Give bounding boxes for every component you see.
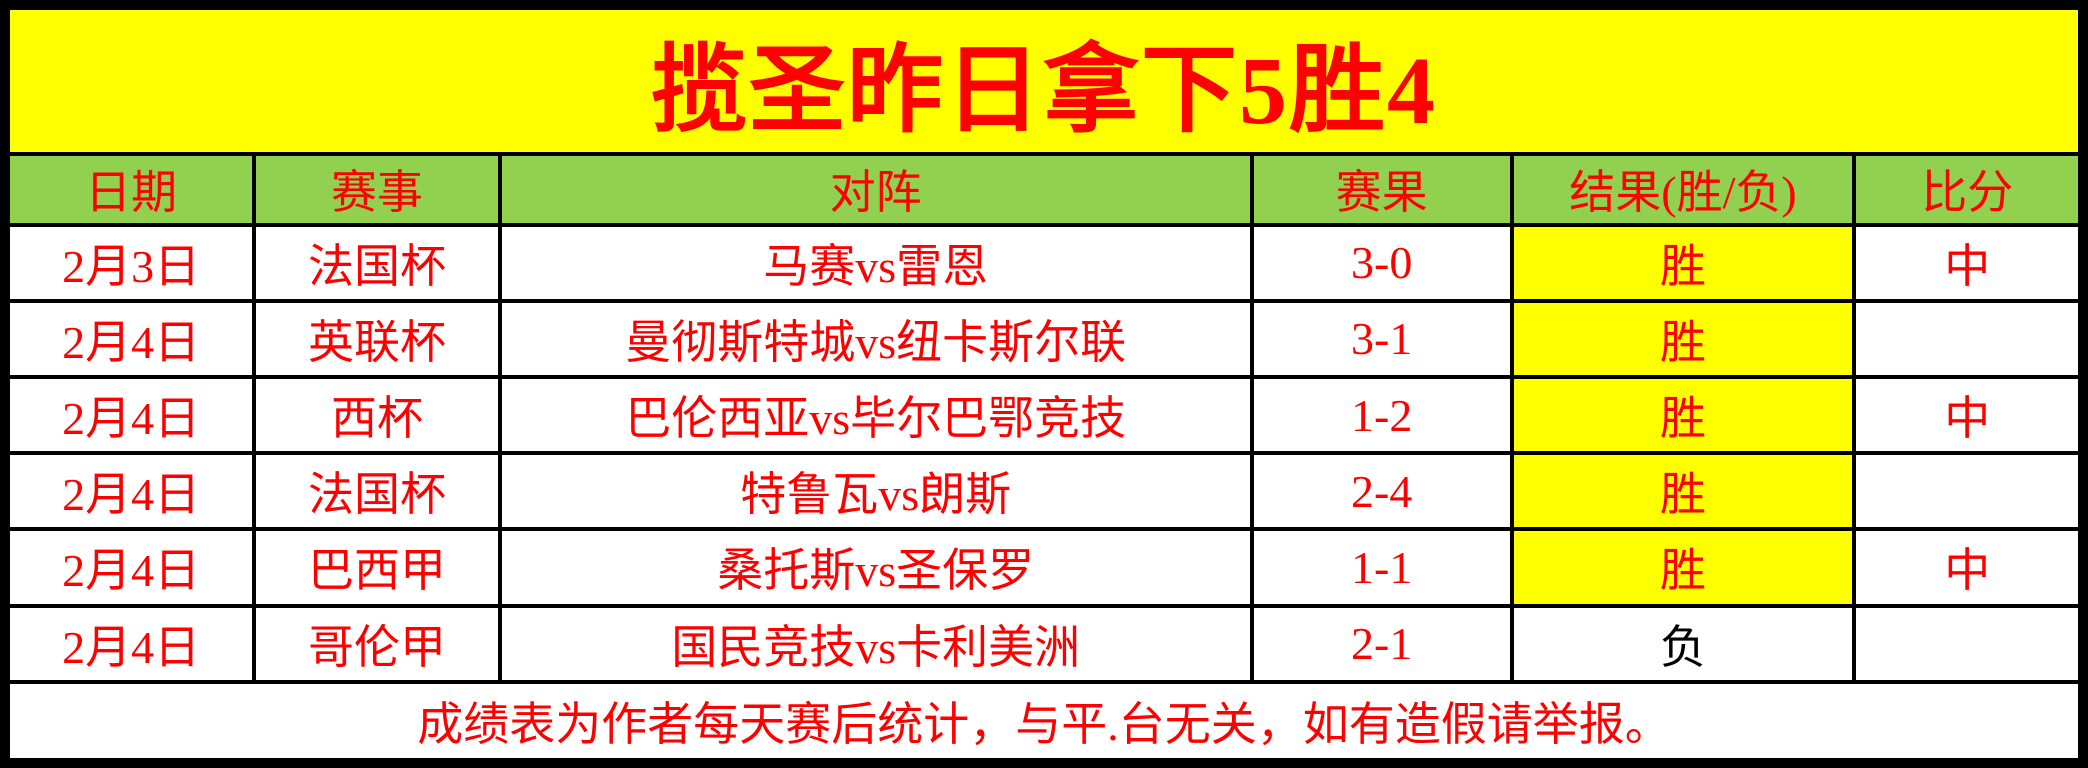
disclaimer-text: 成绩表为作者每天赛后统计，与平.台无关，如有造假请举报。 <box>3 679 2085 766</box>
league-cell: 西杯 <box>252 374 502 456</box>
result-cell: 胜 <box>1509 298 1857 379</box>
date-cell: 2月4日 <box>2 527 257 608</box>
page-title: 揽圣昨日拿下5胜4 <box>3 2 2085 157</box>
match-cell: 曼彻斯特城vs纽卡斯尔联 <box>497 298 1254 379</box>
hit-cell <box>1852 603 2085 684</box>
footer-row: 成绩表为作者每天赛后统计，与平.台无关，如有造假请举报。 <box>3 679 2085 766</box>
hit-cell: 中 <box>1852 527 2085 608</box>
hit-cell <box>1852 451 2085 532</box>
league-cell: 法国杯 <box>252 222 502 303</box>
hit-cell <box>1852 298 2085 379</box>
league-cell: 英联杯 <box>252 298 502 379</box>
column-header-score: 赛果 <box>1249 152 1514 227</box>
result-cell: 胜 <box>1509 451 1857 532</box>
match-cell: 国民竞技vs卡利美洲 <box>497 603 1254 684</box>
result-cell: 胜 <box>1509 222 1857 303</box>
column-header-league: 赛事 <box>252 152 502 227</box>
league-cell: 巴西甲 <box>252 527 502 608</box>
table-row: 2月3日 法国杯 马赛vs雷恩 3-0 胜 中 <box>2 222 2085 303</box>
score-cell: 2-4 <box>1249 451 1514 532</box>
score-cell: 2-1 <box>1249 603 1514 684</box>
result-cell: 胜 <box>1509 527 1857 608</box>
date-cell: 2月4日 <box>2 374 257 456</box>
match-cell: 巴伦西亚vs毕尔巴鄂竞技 <box>497 374 1254 456</box>
league-cell: 法国杯 <box>252 451 502 532</box>
score-cell: 3-1 <box>1249 298 1514 379</box>
match-cell: 特鲁瓦vs朗斯 <box>497 451 1254 532</box>
league-cell: 哥伦甲 <box>252 603 502 684</box>
match-cell: 马赛vs雷恩 <box>497 222 1254 303</box>
hit-cell: 中 <box>1852 222 2085 303</box>
score-cell: 3-0 <box>1249 222 1514 303</box>
result-cell: 胜 <box>1509 374 1857 456</box>
column-header-hit: 比分 <box>1852 152 2085 227</box>
date-cell: 2月4日 <box>2 603 257 684</box>
table-row: 2月4日 法国杯 特鲁瓦vs朗斯 2-4 胜 <box>2 451 2085 532</box>
column-header-result: 结果(胜/负) <box>1509 152 1857 227</box>
table-row: 2月4日 英联杯 曼彻斯特城vs纽卡斯尔联 3-1 胜 <box>2 298 2085 379</box>
table-row: 2月4日 西杯 巴伦西亚vs毕尔巴鄂竞技 1-2 胜 中 <box>2 374 2085 456</box>
date-cell: 2月3日 <box>2 222 257 303</box>
score-cell: 1-2 <box>1249 374 1514 456</box>
table-row: 2月4日 哥伦甲 国民竞技vs卡利美洲 2-1 负 <box>2 603 2085 684</box>
hit-cell: 中 <box>1852 374 2085 456</box>
table-row: 2月4日 巴西甲 桑托斯vs圣保罗 1-1 胜 中 <box>2 527 2085 608</box>
score-cell: 1-1 <box>1249 527 1514 608</box>
date-cell: 2月4日 <box>2 451 257 532</box>
column-header-match: 对阵 <box>497 152 1254 227</box>
title-banner-row: 揽圣昨日拿下5胜4 <box>3 2 2085 157</box>
header-row: 日期 赛事 对阵 赛果 结果(胜/负) 比分 <box>2 152 2085 227</box>
date-cell: 2月4日 <box>2 298 257 379</box>
match-cell: 桑托斯vs圣保罗 <box>497 527 1254 608</box>
column-header-date: 日期 <box>2 152 257 227</box>
result-cell: 负 <box>1509 603 1857 684</box>
